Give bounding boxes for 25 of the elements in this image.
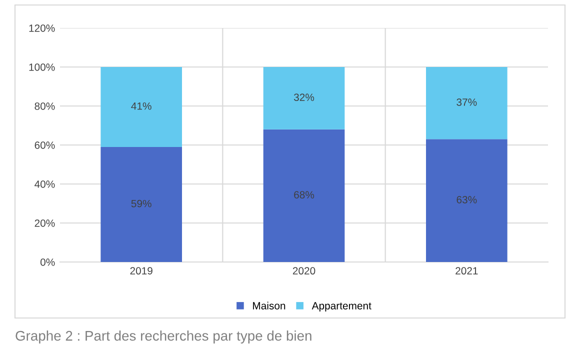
data-label: 41% — [131, 102, 152, 110]
bar — [100, 67, 182, 147]
x-tick-label: 2020 — [292, 267, 316, 275]
data-label: 63% — [456, 196, 477, 204]
bar — [263, 67, 345, 130]
legend-label: Appartement — [312, 302, 372, 312]
y-tick-label: 100% — [29, 64, 55, 71]
y-tick-label: 0% — [40, 258, 55, 266]
x-tick-label: 2021 — [456, 267, 478, 275]
data-label: 37% — [456, 98, 477, 106]
y-tick-label: 40% — [34, 180, 55, 188]
y-tick-label: 20% — [34, 220, 55, 227]
bar — [100, 146, 182, 262]
y-tick-label: 60% — [34, 142, 55, 149]
bar — [263, 129, 345, 262]
text: Graphe 2 : Part des recherches par type de bien — [16, 330, 312, 344]
data-label: 32% — [294, 94, 314, 101]
bar — [426, 67, 508, 140]
y-tick-label: 120% — [29, 24, 55, 32]
bar — [426, 139, 508, 262]
legend-label: Maison — [253, 302, 286, 310]
data-label: 68% — [294, 191, 314, 198]
data-label: 59% — [131, 200, 152, 208]
y-tick-label: 80% — [34, 102, 55, 110]
x-tick-label: 2019 — [130, 267, 152, 275]
